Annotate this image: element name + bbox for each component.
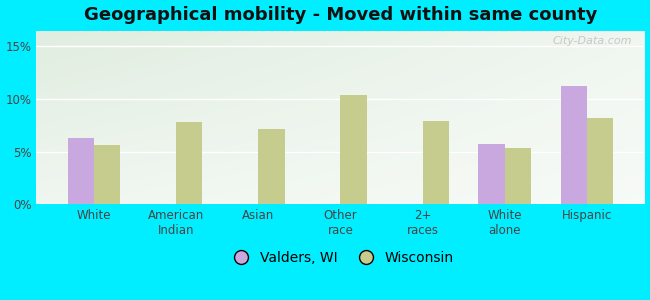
Bar <box>587 118 613 204</box>
Legend: Valders, WI, Wisconsin: Valders, WI, Wisconsin <box>221 245 460 270</box>
Bar <box>176 122 202 204</box>
Bar <box>94 146 120 204</box>
Bar <box>422 121 449 204</box>
Bar <box>68 138 94 204</box>
Bar <box>505 148 531 204</box>
Bar <box>258 129 285 204</box>
Text: City-Data.com: City-Data.com <box>552 36 632 46</box>
Title: Geographical mobility - Moved within same county: Geographical mobility - Moved within sam… <box>84 6 597 24</box>
Bar <box>478 144 505 204</box>
Bar <box>341 95 367 204</box>
Bar <box>561 86 587 204</box>
